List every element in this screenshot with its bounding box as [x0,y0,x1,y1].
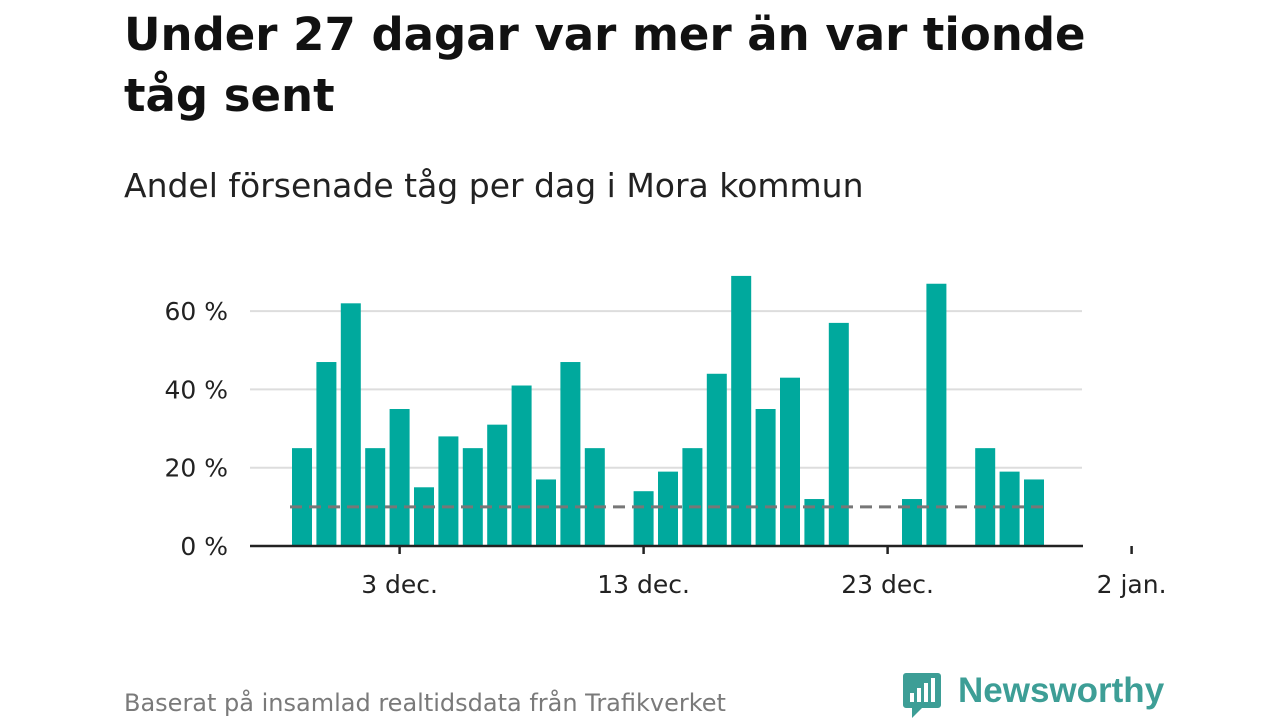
bar [487,424,508,546]
axes: 0 % 20 % 40 % 60 % 3 dec. 13 dec. 23 dec. 2 jan… [164,297,1166,599]
bar [584,448,605,546]
bars [292,275,1044,546]
bar [828,322,849,546]
bar [780,377,800,546]
y-tick-label: 40 % [164,375,228,404]
bar [633,491,654,546]
bar [1024,479,1044,546]
x-tick-label: 23 dec. [841,570,934,599]
bar-chart: 0 % 20 % 40 % 60 % 3 dec. 13 dec. 23 dec. 2 jan… [164,275,1167,599]
bar [560,362,581,546]
brand-name: Newsworthy [958,671,1165,710]
bar [706,373,727,546]
x-tick-label: 2 jan. [1097,570,1167,599]
y-tick-label: 0 % [180,532,228,561]
x-tick-label: 3 dec. [361,570,438,599]
bar [731,275,752,546]
gridlines [250,310,1082,469]
bar [804,499,825,546]
source-note: Baserat på insamlad realtidsdata från Tr… [124,689,726,717]
bar [902,499,922,546]
bar [438,436,459,546]
chart-title: Under 27 dagar var mer än var tionde tåg… [124,8,1086,122]
bar [389,409,410,546]
bar [999,471,1020,546]
bar [755,409,776,546]
x-tick-label: 13 dec. [597,570,690,599]
bar [340,303,361,546]
newsworthy-logo-icon [903,673,941,718]
bar [462,448,483,546]
bar [511,385,532,546]
bar [658,471,678,546]
bar [414,487,434,546]
bar [316,362,337,546]
bar [536,479,556,546]
bar [975,448,996,546]
y-tick-label: 60 % [164,297,228,326]
bar [682,448,703,546]
bar [292,448,312,546]
bar [365,448,386,546]
chart-subtitle: Andel försenade tåg per dag i Mora kommu… [124,166,864,205]
bar [926,283,947,546]
y-tick-label: 20 % [164,454,228,483]
